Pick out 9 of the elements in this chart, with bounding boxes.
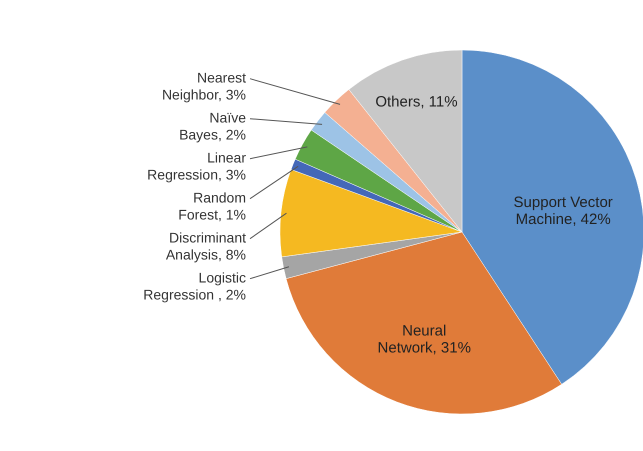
- slice-label: Nearest Neighbor, 3%: [162, 70, 246, 103]
- slice-label: Discriminant Analysis, 8%: [166, 230, 246, 263]
- slice-label: Others, 11%: [375, 93, 458, 110]
- slice-label: Logistic Regression , 2%: [143, 270, 246, 303]
- slice-label: Linear Regression, 3%: [147, 150, 246, 183]
- slice-label: Random Forest, 1%: [178, 190, 246, 223]
- slice-label: Support Vector Machine, 42%: [514, 194, 613, 228]
- slice-label: Neural Network, 31%: [378, 322, 471, 357]
- slice-label: Naïve Bayes, 2%: [179, 110, 246, 143]
